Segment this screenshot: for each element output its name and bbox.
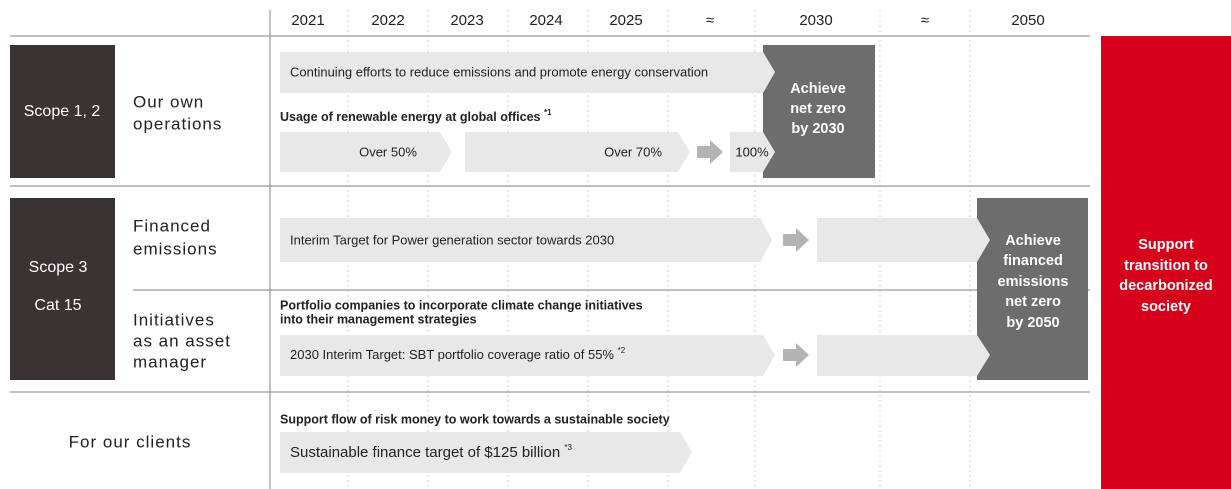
- year: 2050: [1011, 12, 1044, 29]
- goal-box: [977, 198, 1088, 380]
- goal-text: Achieve: [790, 81, 846, 97]
- section-name: Financed: [133, 216, 211, 235]
- section-name: manager: [133, 352, 207, 371]
- year: 2022: [371, 12, 404, 29]
- year: ≈: [921, 12, 929, 29]
- arrow-text-main: 2030 Interim Target: SBT portfolio cover…: [290, 347, 614, 362]
- goal-text: Achieve: [1005, 233, 1061, 249]
- year: 2025: [609, 12, 642, 29]
- arrow: [817, 218, 990, 262]
- goal-box: [763, 45, 875, 178]
- year: 2023: [450, 12, 483, 29]
- subtitle: Portfolio companies to incorporate clima…: [280, 298, 643, 312]
- arrow-text: Over 50%: [359, 144, 417, 159]
- goal-text: emissions: [998, 274, 1069, 290]
- arrow-text: Over 70%: [604, 144, 662, 159]
- section-name: emissions: [133, 239, 218, 258]
- subtitle: Usage of renewable energy at global offi…: [280, 108, 552, 124]
- goal-text: net zero: [1005, 294, 1061, 310]
- support-text: society: [1141, 299, 1191, 315]
- subtitle: into their management strategies: [280, 312, 477, 326]
- scope-sublabel: Cat 15: [34, 297, 81, 314]
- scope-label: Scope 1, 2: [24, 103, 101, 120]
- support-text: decarbonized: [1119, 278, 1212, 294]
- year: 2021: [291, 12, 324, 29]
- arrow-text: Sustainable finance target of $125 billi…: [290, 443, 572, 461]
- arrow: [280, 132, 452, 172]
- subtitle: Support flow of risk money to work towar…: [280, 412, 670, 426]
- arrow-text: 100%: [735, 144, 769, 159]
- section-name: as an asset: [133, 331, 231, 350]
- small-arrow: [783, 343, 809, 367]
- section-name: Our own: [133, 92, 204, 111]
- section-name: Initiatives: [133, 310, 215, 329]
- year: 2024: [529, 12, 562, 29]
- section-name: operations: [133, 114, 222, 133]
- arrow-text: Interim Target for Power generation sect…: [290, 232, 614, 247]
- support-box: [1101, 36, 1231, 489]
- arrow: [280, 52, 775, 93]
- goal-text: by 2030: [791, 121, 844, 137]
- subtitle-text: Usage of renewable energy at global offi…: [280, 110, 541, 124]
- year: 2030: [799, 12, 832, 29]
- note: *1: [544, 108, 552, 117]
- note: *2: [618, 346, 626, 355]
- support-text: transition to: [1124, 258, 1208, 274]
- goal-text: financed: [1003, 253, 1063, 269]
- arrow: [280, 432, 692, 473]
- arrow-text: Continuing efforts to reduce emissions a…: [290, 64, 708, 79]
- scope-label: Scope 3: [29, 259, 88, 276]
- timeline: 2021 2022 2023 2024 2025 ≈ 2030 ≈ 2050: [291, 12, 1044, 29]
- arrow: [817, 335, 992, 376]
- goal-text: net zero: [790, 101, 846, 117]
- goal-text: by 2050: [1006, 315, 1059, 331]
- arrow: [280, 335, 775, 376]
- note: *3: [564, 443, 572, 452]
- scope-box: [10, 45, 115, 178]
- support-text: Support: [1138, 237, 1194, 253]
- small-arrow: [697, 140, 723, 164]
- scope-box: [10, 198, 115, 380]
- section-name: For our clients: [69, 432, 192, 451]
- grid: [10, 10, 1090, 489]
- arrow: [465, 132, 690, 172]
- arrow-text-main: Sustainable finance target of $125 billi…: [290, 444, 560, 461]
- arrow: [280, 218, 772, 262]
- small-arrow: [783, 228, 809, 252]
- arrow-text: 2030 Interim Target: SBT portfolio cover…: [290, 346, 626, 362]
- year: ≈: [706, 12, 714, 29]
